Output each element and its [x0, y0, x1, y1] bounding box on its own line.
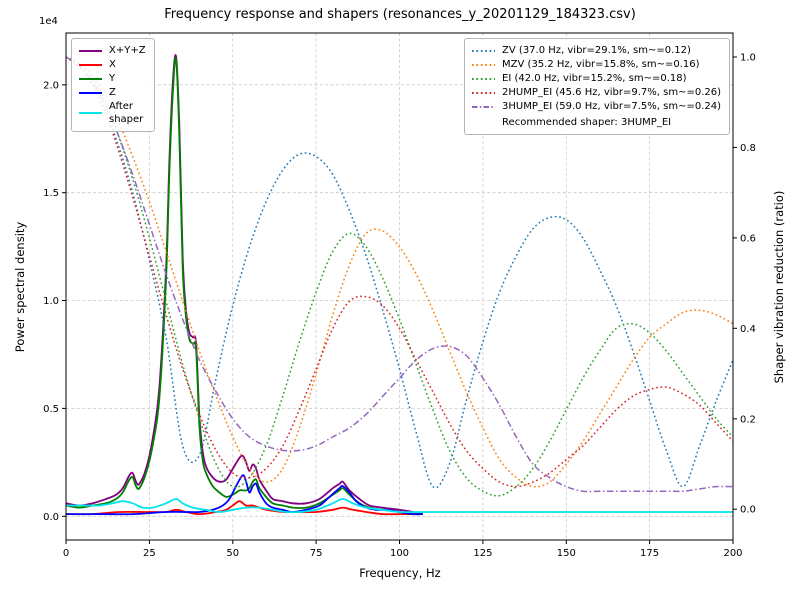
legend-line-sample — [472, 105, 496, 108]
legend-line-sample — [79, 77, 102, 80]
x-axis-label: Frequency, Hz — [359, 566, 441, 580]
legend-item: X — [78, 58, 146, 71]
legend-item-label: MZV (35.2 Hz, vibr=15.8%, sm~=0.16) — [502, 59, 700, 70]
legend-shapers: ZV (37.0 Hz, vibr=29.1%, sm~=0.12) MZV (3… — [464, 38, 730, 135]
legend-item: Y — [78, 72, 146, 85]
legend-item: X+Y+Z — [78, 44, 146, 57]
y-left-tick-label: 1.5 — [43, 188, 59, 199]
y-left-tick-label: 2.0 — [43, 80, 59, 91]
legend-item: ZV (37.0 Hz, vibr=29.1%, sm~=0.12) — [471, 44, 721, 57]
legend-line-sample — [79, 112, 102, 114]
legend-item-label: ZV (37.0 Hz, vibr=29.1%, sm~=0.12) — [502, 45, 691, 56]
legend-item-label: After shaper — [109, 101, 144, 125]
legend-item: 2HUMP_EI (45.6 Hz, vibr=9.7%, sm~=0.26) — [471, 86, 721, 99]
chart-title: Frequency response and shapers (resonanc… — [164, 7, 636, 22]
legend-line-sample — [472, 49, 496, 52]
shaper-line-ei — [66, 56, 733, 497]
y-right-tick-label: 1.0 — [740, 53, 756, 64]
legend-item-label: X — [109, 59, 116, 70]
legend-recommended-shaper-note: Recommended shaper: 3HUMP_EI — [502, 117, 672, 128]
shaper-line-mzv — [66, 56, 733, 488]
x-tick-label: 125 — [473, 548, 492, 559]
legend-item-label: Z — [109, 87, 116, 98]
legend-item-label: X+Y+Z — [109, 45, 146, 56]
x-tick-label: 50 — [226, 548, 239, 559]
y-left-tick-label: 0.0 — [43, 512, 59, 523]
legend-line-sample — [79, 49, 102, 52]
x-tick-label: 25 — [143, 548, 156, 559]
legend-line-sample — [472, 91, 496, 94]
x-tick-label: 150 — [557, 548, 576, 559]
x-tick-label: 75 — [310, 548, 323, 559]
x-tick-label: 175 — [640, 548, 659, 559]
legend-item: EI (42.0 Hz, vibr=15.2%, sm~=0.18) — [471, 72, 721, 85]
shaper-line-3hump_ei — [66, 56, 733, 493]
legend-item: MZV (35.2 Hz, vibr=15.8%, sm~=0.16) — [471, 58, 721, 71]
legend-item-label: EI (42.0 Hz, vibr=15.2%, sm~=0.18) — [502, 73, 687, 84]
y-right-tick-label: 0.2 — [740, 414, 756, 425]
x-tick-label: 0 — [63, 548, 69, 559]
legend-line-sample — [79, 63, 102, 66]
psd-line-x-y-z — [66, 54, 423, 515]
y-right-tick-label: 0.4 — [740, 324, 756, 335]
legend-item-label: Y — [109, 73, 116, 84]
shaper-line-2hump_ei — [66, 56, 733, 488]
legend-item: After shaper — [78, 100, 146, 126]
legend-item: Z — [78, 86, 146, 99]
legend-psd: X+Y+Z X Y Z After shaper — [71, 38, 155, 132]
y-axis-label-right: Shaper vibration reduction (ratio) — [772, 190, 786, 384]
y-right-tick-label: 0.6 — [740, 233, 756, 244]
y-right-tick-label: 0.8 — [740, 143, 756, 154]
y-left-tick-label: 0.5 — [43, 404, 59, 415]
legend-line-sample — [79, 91, 102, 94]
legend-line-sample — [472, 63, 496, 66]
legend-item-label: 2HUMP_EI (45.6 Hz, vibr=9.7%, sm~=0.26) — [502, 87, 721, 98]
y-axis-offset-text: 1e4 — [39, 16, 58, 27]
legend-item-label: 3HUMP_EI (59.0 Hz, vibr=7.5%, sm~=0.24) — [502, 101, 721, 112]
legend-item: 3HUMP_EI (59.0 Hz, vibr=7.5%, sm~=0.24) — [471, 100, 721, 113]
legend-line-sample — [472, 77, 496, 80]
shaper-line-zv — [66, 56, 733, 489]
y-left-tick-label: 1.0 — [43, 296, 59, 307]
psd-line-after-shaper — [66, 498, 733, 514]
x-tick-label: 200 — [723, 548, 742, 559]
y-right-tick-label: 0.0 — [740, 505, 756, 516]
y-axis-label-left: Power spectral density — [13, 221, 27, 353]
x-tick-label: 100 — [390, 548, 409, 559]
